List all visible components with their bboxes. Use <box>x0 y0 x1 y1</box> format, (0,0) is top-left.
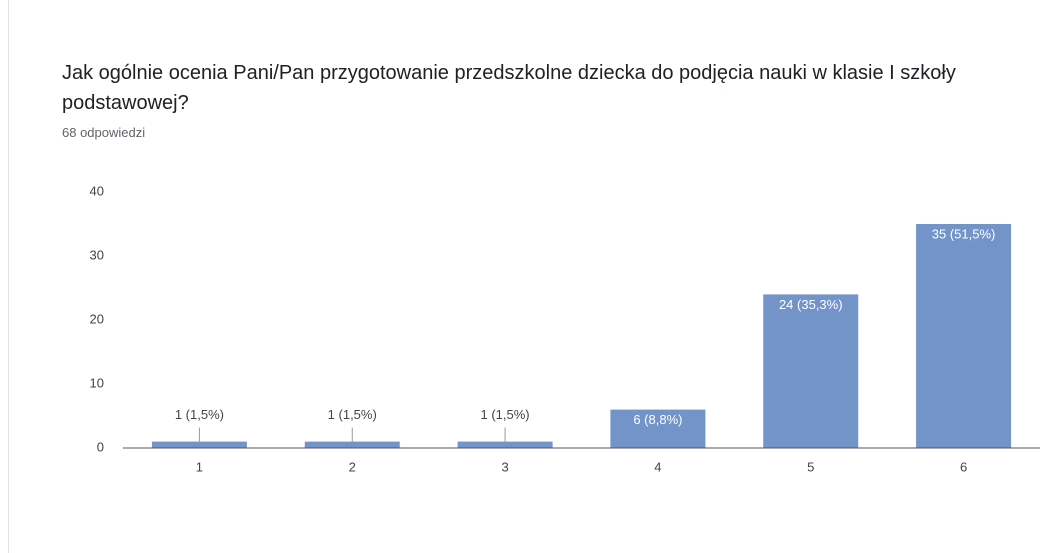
bar <box>610 409 706 448</box>
y-tick-label: 0 <box>97 439 104 454</box>
y-tick-label: 10 <box>90 375 104 390</box>
y-tick-label: 40 <box>90 183 104 198</box>
data-label: 1 (1,5%) <box>328 407 377 422</box>
x-tick-label: 2 <box>349 459 356 474</box>
data-label: 1 (1,5%) <box>175 407 224 422</box>
y-tick-label: 30 <box>90 247 104 262</box>
chart-subtitle: 68 odpowiedzi <box>62 125 146 140</box>
x-tick-label: 4 <box>654 459 661 474</box>
y-tick-label: 20 <box>90 311 104 326</box>
data-label: 1 (1,5%) <box>481 407 530 422</box>
x-tick-label: 6 <box>960 459 967 474</box>
bar <box>304 441 400 448</box>
data-label: 35 (51,5%) <box>932 226 996 241</box>
bar <box>916 224 1012 448</box>
x-tick-label: 1 <box>196 459 203 474</box>
x-tick-label: 5 <box>807 459 814 474</box>
data-label: 6 (8,8%) <box>633 412 682 427</box>
x-tick-label: 3 <box>501 459 508 474</box>
bar <box>457 441 553 448</box>
bar <box>763 294 859 448</box>
chart-title: Jak ogólnie ocenia Pani/Pan przygotowani… <box>62 62 956 114</box>
data-label: 24 (35,3%) <box>779 297 843 312</box>
bar <box>151 441 247 448</box>
card-edge <box>8 0 9 553</box>
